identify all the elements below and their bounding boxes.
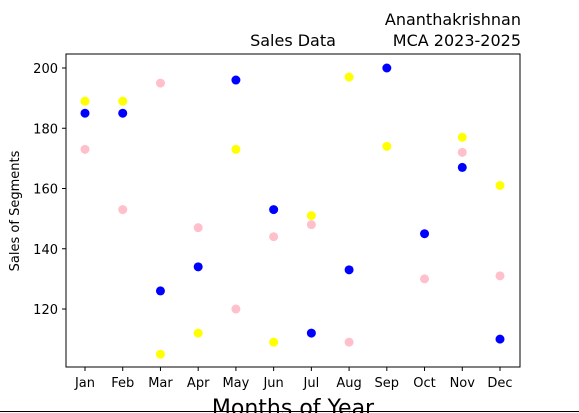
y-tick-label-160: 160: [33, 183, 58, 198]
point-series1-aug: [344, 265, 354, 275]
point-series2-jul: [306, 211, 316, 221]
x-tick-label-feb: Feb: [111, 376, 134, 391]
point-series2-may: [231, 144, 241, 154]
plot-area: Jan Feb Mar Apr May Jun Jul Aug Sep Oct Nov Dec 120 1…: [33, 62, 512, 391]
point-series2-aug: [344, 72, 354, 82]
point-series1-sep: [382, 63, 392, 73]
point-series3-aug: [344, 337, 354, 347]
plot-frame: [65, 53, 521, 368]
x-tick-label-jul: Jul: [303, 376, 320, 391]
point-series3-may: [231, 304, 241, 314]
chart-course: MCA 2023-2025: [393, 31, 521, 50]
point-series2-jun: [269, 337, 279, 347]
x-tick-label-jun: Jun: [262, 376, 283, 391]
x-axis-label: Months of Year: [212, 396, 375, 413]
point-series2-dec: [495, 180, 505, 190]
x-tick-label-mar: Mar: [148, 376, 173, 391]
point-series1-jul: [306, 328, 316, 338]
point-series1-jun: [269, 205, 279, 215]
x-tick-label-jan: Jan: [74, 376, 95, 391]
point-series1-feb: [118, 108, 128, 118]
point-series3-oct: [420, 274, 430, 284]
point-series3-jul: [306, 220, 316, 230]
point-series3-jan: [80, 144, 90, 154]
x-tick-label-dec: Dec: [487, 376, 512, 391]
point-series1-may: [231, 75, 241, 85]
point-series1-oct: [420, 229, 430, 239]
point-series3-dec: [495, 271, 505, 281]
y-tick-label-140: 140: [33, 243, 58, 258]
point-series1-nov: [457, 162, 467, 172]
point-series3-mar: [155, 78, 165, 88]
point-series2-jan: [80, 96, 90, 106]
y-axis-label: Sales of Segments: [8, 150, 23, 271]
point-series2-nov: [457, 132, 467, 142]
x-tick-label-may: May: [222, 376, 249, 391]
point-series2-feb: [118, 96, 128, 106]
point-series3-apr: [193, 223, 203, 233]
point-series1-mar: [155, 286, 165, 296]
point-series2-mar: [155, 349, 165, 359]
point-series3-feb: [118, 205, 128, 215]
point-series2-apr: [193, 328, 203, 338]
x-tick-label-apr: Apr: [187, 376, 210, 391]
y-tick-label-200: 200: [33, 62, 58, 77]
x-tick-label-nov: Nov: [450, 376, 476, 391]
point-series3-nov: [457, 147, 467, 157]
window-bottom-border: [0, 411, 579, 412]
point-series1-dec: [495, 334, 505, 344]
point-series1-jan: [80, 108, 90, 118]
y-tick-label-180: 180: [33, 122, 58, 137]
y-tick-label-120: 120: [33, 303, 58, 318]
x-tick-label-sep: Sep: [375, 376, 400, 391]
point-series3-jun: [269, 232, 279, 242]
x-tick-label-oct: Oct: [413, 376, 435, 391]
point-series2-sep: [382, 141, 392, 151]
x-tick-label-aug: Aug: [336, 376, 361, 391]
point-series1-apr: [193, 262, 203, 272]
chart-title: Sales Data: [250, 31, 336, 50]
chart-author: Ananthakrishnan: [385, 10, 521, 29]
